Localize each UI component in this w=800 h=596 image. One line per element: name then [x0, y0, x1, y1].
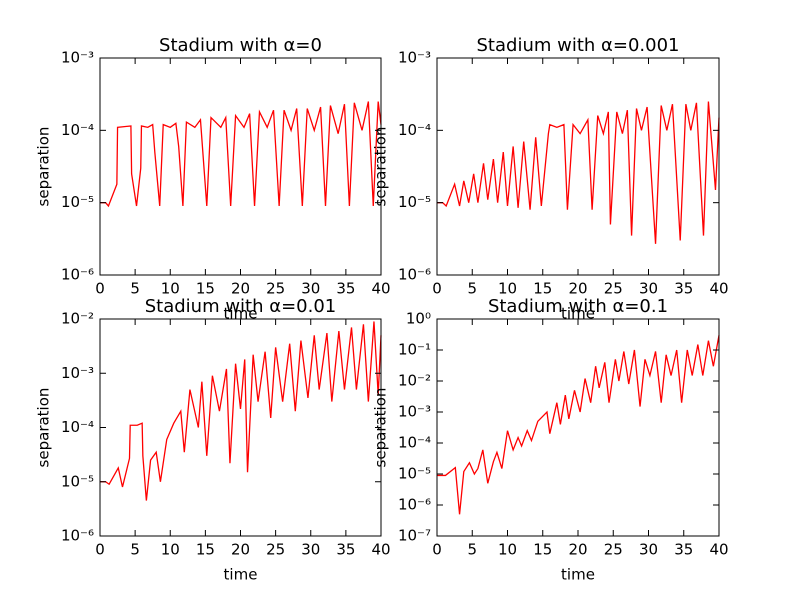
- x-tick-label: 40: [709, 541, 728, 559]
- data-line: [437, 335, 720, 515]
- data-line: [100, 101, 382, 208]
- x-tick-label: 15: [196, 541, 215, 559]
- x-tick-label: 30: [301, 541, 320, 559]
- x-tick-label: 25: [266, 541, 285, 559]
- y-tick-label: 10⁻⁵: [398, 193, 431, 211]
- subplot-title: Stadium with α=0: [159, 35, 322, 56]
- x-tick-label: 0: [95, 280, 105, 298]
- x-axis-label: time: [561, 566, 595, 584]
- x-tick-label: 35: [674, 541, 693, 559]
- x-tick-label: 25: [266, 280, 285, 298]
- subplot-title: Stadium with α=0.1: [488, 296, 668, 317]
- x-tick-label: 35: [336, 541, 355, 559]
- subplot-title: Stadium with α=0.001: [477, 35, 680, 56]
- y-tick-label: 10⁻²: [398, 372, 431, 390]
- y-tick-label: 10⁻⁵: [398, 465, 431, 483]
- x-tick-label: 10: [498, 280, 517, 298]
- y-tick-label: 10⁻⁴: [61, 121, 94, 139]
- subplot: 0 5 10 15 20 25 30 35 40 10⁻⁶ 10⁻⁵ 10⁻⁴ 10⁻³ 10⁻² Stad…: [35, 296, 391, 584]
- x-tick-label: 0: [432, 280, 442, 298]
- x-axis-label: time: [224, 305, 258, 323]
- y-tick-label: 10⁻³: [61, 49, 94, 67]
- x-tick-label: 25: [604, 541, 623, 559]
- y-tick-label: 10⁰: [406, 310, 431, 328]
- y-tick-label: 10⁻³: [398, 403, 431, 421]
- x-tick-label: 15: [533, 280, 552, 298]
- x-tick-label: 20: [568, 280, 587, 298]
- x-axis-label: time: [224, 566, 258, 584]
- y-tick-label: 10⁻⁶: [61, 527, 94, 545]
- x-tick-label: 15: [533, 541, 552, 559]
- y-tick-label: 10⁻³: [398, 49, 431, 67]
- subplot: 0 5 10 15 20 25 30 35 40 10⁻⁶ 10⁻⁵ 10⁻⁴ 10⁻³ Stadium …: [35, 35, 391, 323]
- plot-area: [437, 319, 719, 536]
- y-tick-label: 10⁻⁴: [398, 121, 431, 139]
- y-tick-label: 10⁻³: [61, 364, 94, 382]
- data-line: [100, 321, 382, 501]
- plot-area: [437, 58, 719, 275]
- subplot-title: Stadium with α=0.01: [145, 296, 337, 317]
- x-tick-label: 20: [231, 541, 250, 559]
- x-tick-label: 30: [639, 280, 658, 298]
- y-tick-label: 10⁻⁴: [61, 418, 94, 436]
- y-tick-label: 10⁻⁵: [61, 472, 94, 490]
- y-tick-label: 10⁻⁷: [398, 527, 431, 545]
- x-tick-label: 20: [231, 280, 250, 298]
- y-tick-label: 10⁻⁶: [398, 266, 431, 284]
- x-axis-label: time: [561, 305, 595, 323]
- y-tick-label: 10⁻⁵: [61, 193, 94, 211]
- subplot: 0 5 10 15 20 25 30 35 40 10⁻⁷ 10⁻⁶ 10⁻⁵ 10⁻⁴ 10⁻³ 10⁻²…: [372, 296, 729, 584]
- y-axis-label: separation: [35, 127, 53, 207]
- x-tick-label: 15: [196, 280, 215, 298]
- x-tick-label: 35: [674, 280, 693, 298]
- x-tick-label: 5: [130, 280, 140, 298]
- x-tick-label: 40: [709, 280, 728, 298]
- x-tick-label: 10: [498, 541, 517, 559]
- y-tick-label: 10⁻⁶: [61, 266, 94, 284]
- y-tick-label: 10⁻²: [61, 310, 94, 328]
- x-tick-label: 25: [604, 280, 623, 298]
- x-tick-label: 10: [161, 280, 180, 298]
- x-tick-label: 0: [95, 541, 105, 559]
- x-tick-label: 5: [467, 541, 477, 559]
- x-tick-label: 10: [161, 541, 180, 559]
- plot-area: [100, 58, 381, 275]
- x-tick-label: 40: [371, 541, 390, 559]
- x-tick-label: 0: [432, 541, 442, 559]
- x-tick-label: 30: [639, 541, 658, 559]
- x-tick-label: 5: [130, 541, 140, 559]
- data-line: [437, 101, 720, 244]
- y-axis-label: separation: [35, 388, 53, 468]
- x-tick-label: 20: [568, 541, 587, 559]
- y-tick-label: 10⁻⁶: [398, 496, 431, 514]
- x-tick-label: 5: [467, 280, 477, 298]
- x-tick-label: 40: [371, 280, 390, 298]
- y-tick-label: 10⁻⁴: [398, 434, 431, 452]
- subplot: 0 5 10 15 20 25 30 35 40 10⁻⁶ 10⁻⁵ 10⁻⁴ 10⁻³ Stadium …: [372, 35, 729, 323]
- x-tick-label: 35: [336, 280, 355, 298]
- y-axis-label: separation: [372, 127, 390, 207]
- y-tick-label: 10⁻¹: [398, 341, 431, 359]
- y-axis-label: separation: [372, 388, 390, 468]
- x-tick-label: 30: [301, 280, 320, 298]
